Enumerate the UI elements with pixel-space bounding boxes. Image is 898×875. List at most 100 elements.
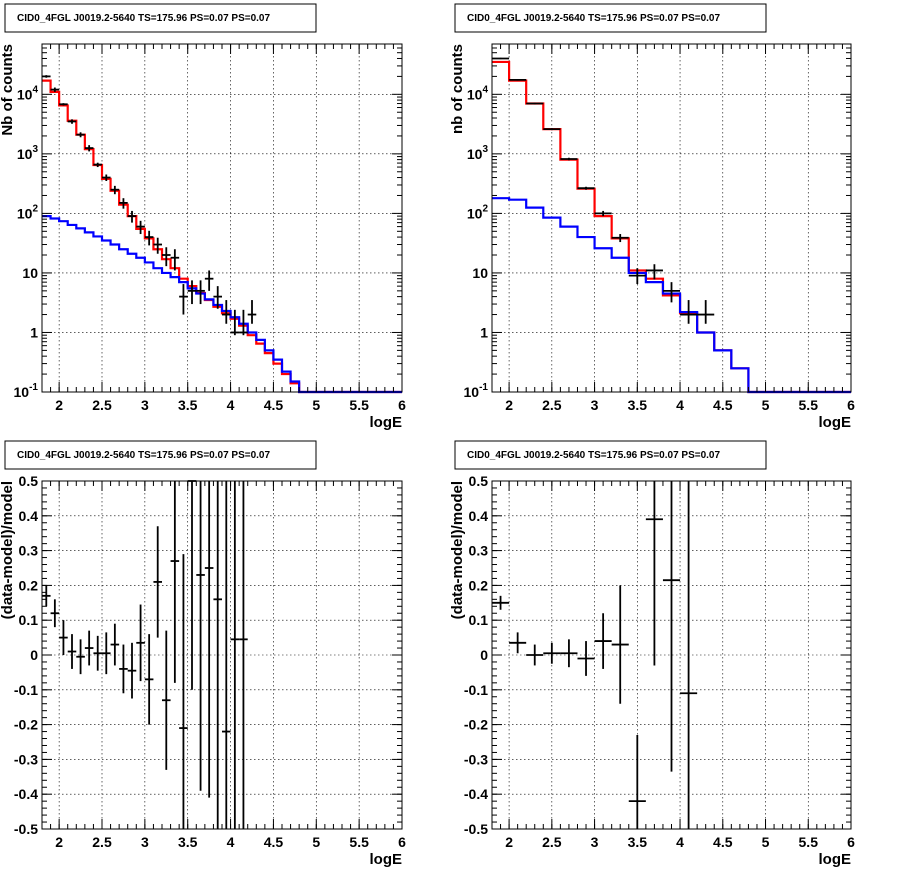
panel-title: CID0_4FGL J0019.2-5640 TS=175.96 PS=0.07…	[17, 13, 270, 24]
y-tick-label: 0	[30, 647, 38, 663]
y-tick-label: 104	[17, 84, 39, 102]
y-tick-label: -0.1	[14, 682, 38, 698]
x-tick-label: 4.5	[713, 397, 733, 413]
x-tick-label: 2	[55, 397, 63, 413]
residual-point	[110, 623, 120, 666]
x-tick-label: 3	[591, 834, 599, 850]
y-tick-label: 103	[17, 144, 39, 162]
y-tick-label: 10	[22, 265, 38, 281]
x-tick-label: 4.5	[264, 834, 284, 850]
y-axis-label: nb of counts	[449, 44, 466, 134]
residual-point	[102, 632, 111, 675]
data-point	[222, 300, 231, 324]
x-tick-label: 2	[55, 834, 63, 850]
residual-point	[645, 481, 663, 666]
data-point	[213, 286, 222, 309]
data-point	[144, 230, 154, 246]
residual-point	[67, 634, 77, 669]
data-point	[680, 300, 698, 324]
title-box	[454, 3, 767, 33]
y-tick-label: 0.5	[19, 473, 39, 489]
axis-ticks: 2 2.5 3 3.5 4 4.5 5 5.5 6 -0.5 -0.4 -0.3 -0.2 -0.1 0 0.…	[464, 473, 855, 850]
y-tick-label: 1	[30, 324, 38, 340]
x-tick-label: 5.5	[349, 397, 369, 413]
data-point	[697, 300, 715, 324]
residual-point	[127, 642, 137, 699]
y-tick-label: 1	[480, 324, 488, 340]
data-point	[611, 234, 629, 243]
x-tick-label: 3.5	[628, 397, 648, 413]
residual-point	[213, 481, 222, 829]
y-tick-label: 0.5	[469, 473, 489, 489]
residual-point	[662, 481, 681, 772]
plot-area	[492, 57, 851, 394]
residual-point	[162, 630, 171, 770]
axis-ticks: 2 2.5 3 3.5 4 4.5 5 5.5 6 -0.5 -0.4 -0.3 -0.2 -0.1 0 0.…	[14, 473, 406, 850]
data-point	[50, 87, 60, 92]
plot-area	[42, 75, 402, 394]
x-tick-label: 3	[141, 834, 149, 850]
data-point	[102, 174, 111, 181]
y-tick-label: 102	[467, 203, 489, 221]
y-tick-label: -0.1	[464, 682, 488, 698]
residual-point	[153, 526, 162, 638]
residual-point	[59, 620, 68, 655]
x-tick-label: 5	[312, 397, 320, 413]
data-point	[187, 280, 197, 305]
y-axis-label: (data-model)/model	[0, 481, 16, 619]
x-tick-label: 2.5	[92, 834, 112, 850]
y-tick-label: -0.2	[464, 717, 488, 733]
y-tick-label: 0.2	[19, 577, 39, 593]
y-tick-label: -0.3	[464, 751, 488, 767]
x-tick-label: 2.5	[92, 397, 112, 413]
data-point	[110, 185, 120, 195]
y-tick-label: 0.3	[19, 543, 39, 559]
residual-point	[526, 644, 544, 666]
x-axis-label: logE	[819, 414, 852, 431]
residual-point	[222, 481, 231, 829]
data-point	[119, 198, 128, 209]
x-axis-label: logE	[819, 851, 852, 868]
y-tick-label: 10-1	[464, 382, 489, 400]
source-histogram	[42, 215, 402, 394]
data-point	[179, 284, 188, 315]
panel-title: CID0_4FGL J0019.2-5640 TS=175.96 PS=0.07…	[467, 450, 720, 461]
x-tick-label: 2.5	[542, 834, 562, 850]
y-tick-label: -0.2	[14, 717, 38, 733]
data-point	[67, 119, 77, 124]
residual-point	[204, 481, 214, 798]
grid	[42, 481, 402, 829]
x-tick-label: 3.5	[628, 834, 648, 850]
data-point	[84, 145, 94, 152]
title-box	[4, 3, 317, 33]
y-axis-label: (data-model)/model	[449, 481, 466, 619]
data-point	[93, 162, 102, 168]
x-tick-label: 5.5	[349, 834, 369, 850]
data-point	[230, 309, 240, 336]
plot-area	[42, 480, 248, 829]
x-tick-label: 4	[676, 397, 684, 413]
x-tick-label: 5	[762, 834, 770, 850]
source-histogram	[492, 197, 851, 394]
data-point	[162, 247, 171, 267]
panel-title: CID0_4FGL J0019.2-5640 TS=175.96 PS=0.07…	[467, 13, 720, 24]
panel-top-left: CID0_4FGL J0019.2-5640 TS=175.96 PS=0.07…	[0, 3, 406, 431]
residual-point	[611, 585, 629, 704]
y-tick-label: 0.1	[19, 612, 39, 628]
total-histogram	[492, 60, 851, 394]
residual-point	[93, 635, 102, 671]
data-point	[136, 220, 145, 235]
y-tick-label: 0.4	[19, 508, 39, 524]
title-box	[4, 440, 317, 470]
data-point	[204, 270, 214, 291]
data-point	[170, 249, 180, 271]
data-point	[247, 300, 257, 324]
x-axis-label: logE	[370, 414, 403, 431]
x-tick-label: 3	[591, 397, 599, 413]
residual-point	[50, 599, 60, 628]
data-point	[509, 78, 527, 81]
x-tick-label: 3.5	[178, 834, 198, 850]
y-axis-label: Nb of counts	[0, 44, 16, 136]
y-tick-label: 10	[472, 265, 488, 281]
